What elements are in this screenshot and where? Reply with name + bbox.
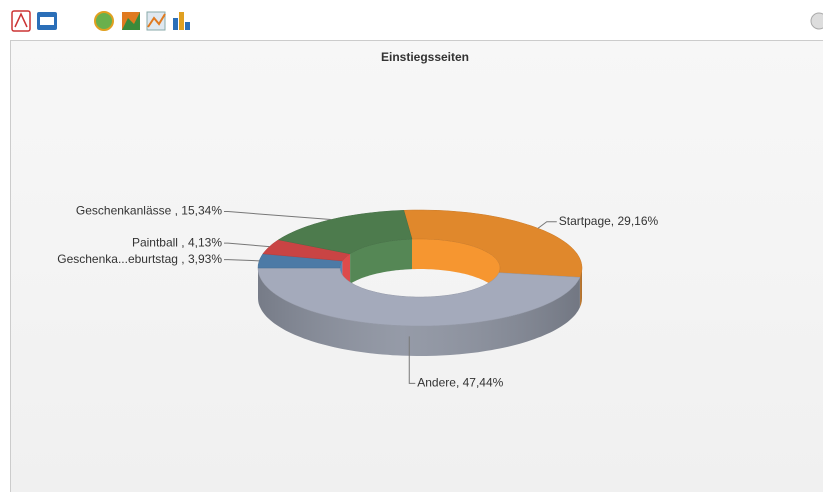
pie-icon[interactable] [94, 11, 114, 31]
leader-line [224, 211, 331, 221]
data-label: Paintball , 4,13% [132, 235, 222, 249]
leader-line [224, 242, 270, 248]
slice-side-shade [579, 268, 582, 308]
area-glyph [122, 12, 140, 30]
slice [277, 210, 413, 255]
plot: Startpage, 29,16% Andere, 47,44% Geschenka… [57, 204, 658, 390]
bar-glyph [185, 22, 190, 30]
data-label: Geschenka...eburtstag , 3,93% [57, 252, 222, 266]
toolbar-icons [11, 10, 823, 32]
chart-title: Einstiegsseiten [381, 50, 469, 64]
data-label: Startpage, 29,16% [559, 214, 659, 228]
leader-line [224, 259, 260, 262]
slice-side-shade [258, 268, 580, 356]
settings-icon[interactable] [810, 12, 823, 30]
data-label: Geschenkanlässe , 15,34% [76, 204, 222, 218]
bar-glyph [179, 12, 184, 30]
leader-line [408, 336, 416, 384]
data-label: Andere, 47,44% [417, 376, 503, 390]
pdf-glyph [14, 12, 28, 28]
leader-line [537, 221, 557, 229]
slice-inner-wall [350, 239, 412, 284]
line-glyph [147, 13, 166, 28]
png-glyph [40, 17, 54, 25]
bar-icon[interactable] [173, 18, 178, 30]
slice-inner-wall [412, 239, 500, 298]
pdf-icon[interactable] [11, 10, 31, 32]
